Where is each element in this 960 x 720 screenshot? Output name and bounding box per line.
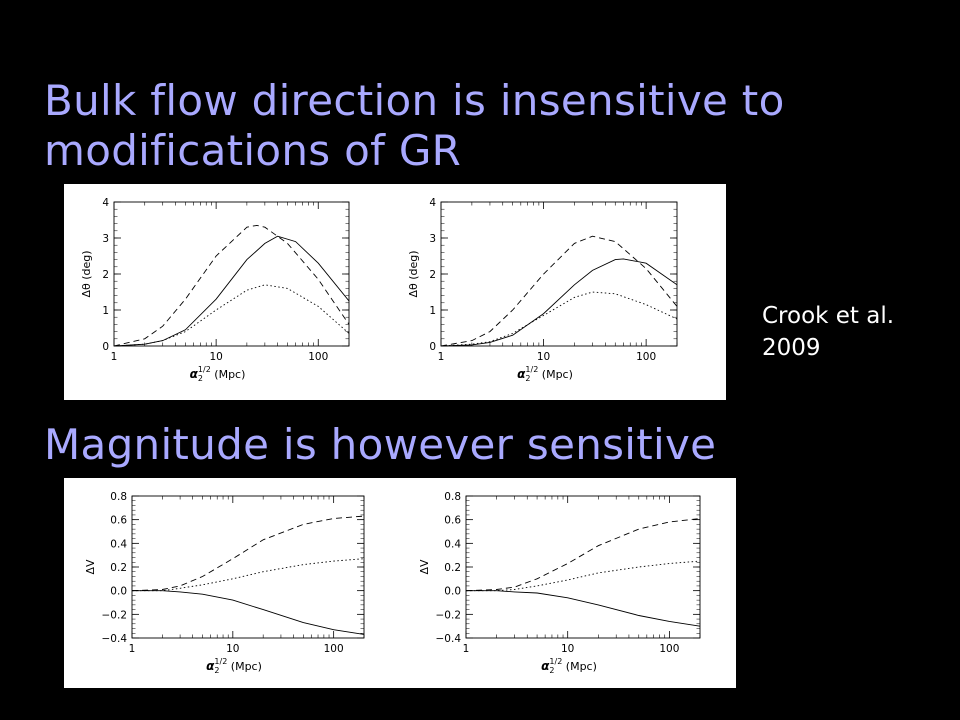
series-line-dashed <box>466 518 700 592</box>
figure-panel-direction: 1 10 100 0 1 2 3 4 α21/2 (Mpc) Δθ (deg) 1 10 100 0 1 2… <box>64 184 726 400</box>
x-tick-label: 100 <box>308 351 328 363</box>
x-tick-label: 100 <box>324 643 344 655</box>
slide-title-bottom: Magnitude is however sensitive <box>44 420 717 469</box>
series-line-dashed <box>114 224 349 346</box>
x-tick-label: 100 <box>659 643 679 655</box>
series-line-dotted <box>132 558 364 592</box>
x-tick-label: 10 <box>561 643 574 655</box>
series-line-dotted <box>114 284 349 346</box>
slide-title-top-line-2: modifications of GR <box>44 126 462 175</box>
figure-panel-magnitude: 1 10 100 −0.4 −0.2 0.0 0.2 0.4 0.6 0.8 α21/2 (Mpc)… <box>64 478 736 688</box>
y-tick-label: 0.6 <box>444 515 461 527</box>
series-line-solid <box>132 590 364 635</box>
citation: Crook et al. 2009 <box>762 300 894 364</box>
x-axis-label: α21/2 (Mpc) <box>190 365 246 383</box>
y-tick-label: 1 <box>429 305 436 317</box>
y-tick-label: 3 <box>102 233 109 245</box>
y-tick-label: 3 <box>429 233 436 245</box>
plot-frame <box>131 495 365 639</box>
series-line-solid <box>466 590 700 627</box>
y-tick-label: 0.2 <box>110 562 127 574</box>
y-tick-label: 0.8 <box>110 491 127 503</box>
slide-title-top-line-1: Bulk flow direction is insensitive to <box>44 76 785 125</box>
chart-magnitude-right: 1 10 100 −0.4 −0.2 0.0 0.2 0.4 0.6 0.8 α21/2 (Mpc)… <box>418 491 701 675</box>
y-tick-label: 0.2 <box>444 562 461 574</box>
y-tick-label: 0 <box>102 341 109 353</box>
y-tick-label: 0.0 <box>444 586 461 598</box>
y-tick-label: 2 <box>102 269 109 281</box>
x-tick-label: 1 <box>129 643 136 655</box>
series-line-dashed <box>132 515 364 592</box>
x-tick-label: 1 <box>463 643 470 655</box>
series-line-solid <box>441 258 677 346</box>
citation-authors: Crook et al. <box>762 303 895 329</box>
y-tick-label: 0.4 <box>444 538 461 550</box>
x-tick-label: 10 <box>537 351 550 363</box>
series-line-dotted <box>466 560 700 592</box>
y-tick-label: 0.6 <box>110 515 127 527</box>
y-tick-label: 0 <box>429 341 436 353</box>
y-tick-label: −0.4 <box>102 633 128 645</box>
y-tick-label: 4 <box>102 197 109 209</box>
plot-frame <box>465 495 701 639</box>
x-axis-label: α21/2 (Mpc) <box>541 657 597 675</box>
x-tick-label: 10 <box>209 351 222 363</box>
y-tick-label: −0.2 <box>102 609 128 621</box>
y-tick-label: 1 <box>102 305 109 317</box>
plot-frame <box>440 201 678 347</box>
series-line-dotted <box>441 291 677 346</box>
series-line-dashed <box>441 235 677 346</box>
y-tick-label: 0.4 <box>110 538 127 550</box>
citation-year: 2009 <box>762 335 821 361</box>
x-axis-label: α21/2 (Mpc) <box>517 365 573 383</box>
y-tick-label: −0.2 <box>436 609 462 621</box>
x-tick-label: 1 <box>111 351 118 363</box>
x-tick-label: 10 <box>226 643 239 655</box>
slide-title-top: Bulk flow direction is insensitive to mo… <box>44 76 785 176</box>
chart-magnitude-left: 1 10 100 −0.4 −0.2 0.0 0.2 0.4 0.6 0.8 α21/2 (Mpc)… <box>84 491 365 675</box>
x-tick-label: 1 <box>438 351 445 363</box>
x-tick-label: 100 <box>636 351 656 363</box>
y-axis-label: ΔV <box>84 559 97 575</box>
y-axis-label: ΔV <box>418 559 431 575</box>
series-line-solid <box>114 235 349 346</box>
y-tick-label: 0.0 <box>110 586 127 598</box>
y-tick-label: 2 <box>429 269 436 281</box>
y-axis-label: Δθ (deg) <box>407 250 420 297</box>
y-axis-label: Δθ (deg) <box>80 250 93 297</box>
y-tick-label: 4 <box>429 197 436 209</box>
x-axis-label: α21/2 (Mpc) <box>206 657 262 675</box>
y-tick-label: 0.8 <box>444 491 461 503</box>
y-tick-label: −0.4 <box>436 633 462 645</box>
